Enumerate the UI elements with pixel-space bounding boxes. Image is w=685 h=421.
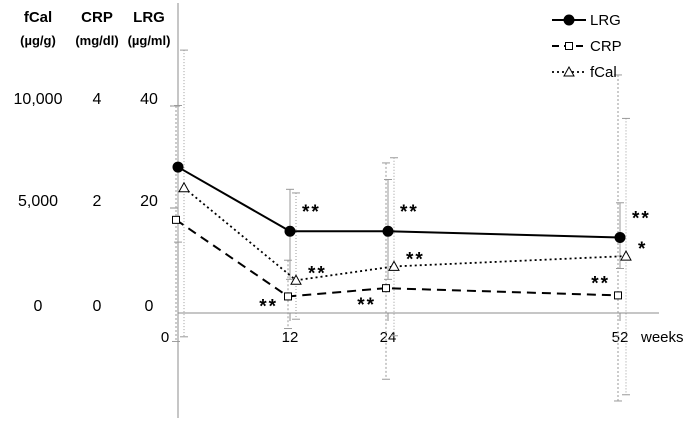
- series-line-crp: [175, 219, 619, 298]
- significance-mark: **: [400, 202, 419, 223]
- axes: 0 12 24 52 weeks: [161, 3, 684, 418]
- x-tick-label: 0: [161, 329, 169, 346]
- legend-swatch-marker: [565, 42, 573, 50]
- y-tick-label: 5,000: [18, 193, 58, 210]
- data-point-fcal: [388, 260, 400, 271]
- legend-swatch-marker: [563, 65, 575, 77]
- significance-mark: **: [259, 296, 278, 317]
- legend-swatch-marker: [563, 14, 575, 26]
- legend-label-crp: CRP: [590, 38, 622, 55]
- axis-unit-fcal: (µg/g): [20, 33, 56, 48]
- axis-headers: fCal (µg/g) CRP (mg/dl) LRG (µg/ml): [20, 9, 170, 48]
- legend-label-lrg: LRG: [590, 12, 621, 29]
- x-tick-label: 24: [380, 329, 397, 346]
- axis-unit-lrg: (µg/ml): [128, 33, 171, 48]
- data-point-lrg: [614, 231, 626, 243]
- significance-mark: **: [357, 295, 376, 316]
- data-point-crp: [172, 215, 180, 224]
- data-point-lrg: [284, 225, 296, 237]
- y-tick-label: 0: [34, 298, 43, 315]
- axis-unit-crp: (mg/dl): [75, 33, 118, 48]
- y-tick-label: 10,000: [14, 91, 63, 108]
- data-point-crp: [614, 291, 622, 300]
- data-point-fcal: [620, 250, 632, 261]
- error-bars: [172, 49, 630, 402]
- data-point-crp: [382, 284, 390, 293]
- series-line-fcal: [183, 187, 627, 282]
- significance-mark: **: [406, 249, 425, 270]
- data-point-fcal: [178, 181, 190, 193]
- y-tick-label: 0: [93, 298, 102, 315]
- axis-title-lrg: LRG: [133, 9, 165, 26]
- y-tick-label: 4: [93, 91, 102, 108]
- significance-mark: **: [308, 263, 327, 284]
- significance-mark: **: [632, 208, 651, 229]
- y-tick-label: 20: [140, 193, 158, 210]
- legend: LRG CRP fCal: [552, 12, 622, 81]
- axis-title-crp: CRP: [81, 9, 113, 26]
- significance-mark: *: [638, 239, 647, 260]
- axis-title-fcal: fCal: [24, 9, 52, 26]
- data-point-crp: [284, 292, 292, 301]
- series-lines: [175, 166, 627, 298]
- y-tick-label: 2: [93, 193, 102, 210]
- significance-mark: **: [591, 273, 610, 294]
- data-point-lrg: [172, 161, 184, 173]
- series-markers: [172, 161, 632, 301]
- y-tick-label: 40: [140, 91, 158, 108]
- significance-marks: ** ** **** ******** *: [259, 202, 651, 317]
- x-axis-label: weeks: [640, 329, 684, 346]
- data-point-fcal: [290, 274, 302, 285]
- x-tick-label: 12: [282, 329, 299, 346]
- data-point-lrg: [382, 225, 394, 237]
- x-tick-label: 52: [612, 329, 629, 346]
- significance-mark: **: [302, 202, 321, 223]
- y-tick-label: 0: [145, 298, 154, 315]
- series-line-lrg: [177, 166, 621, 239]
- legend-label-fcal: fCal: [590, 64, 617, 81]
